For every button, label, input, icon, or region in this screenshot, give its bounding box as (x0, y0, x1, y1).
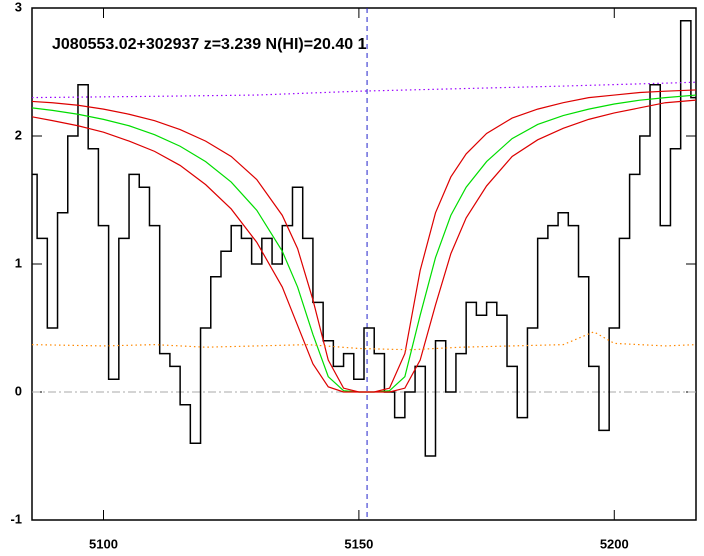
y-tick-label: -1 (10, 511, 22, 526)
model-line (32, 331, 696, 351)
y-tick-label: 3 (15, 0, 22, 14)
x-tick-label: 5150 (344, 536, 373, 551)
y-tick-label: 1 (15, 255, 22, 270)
chart-title: J080553.02+302937 z=3.239 N(HI)=20.40 1 (52, 36, 367, 53)
y-tick-label: 2 (15, 127, 22, 142)
spectrum (32, 20, 696, 457)
y-tick-label: 0 (15, 383, 22, 398)
model-line (32, 81, 696, 99)
model-line (32, 99, 696, 393)
x-tick-label: 5200 (600, 536, 629, 551)
plot-frame (31, 7, 697, 521)
x-tick-label: 5100 (89, 536, 118, 551)
